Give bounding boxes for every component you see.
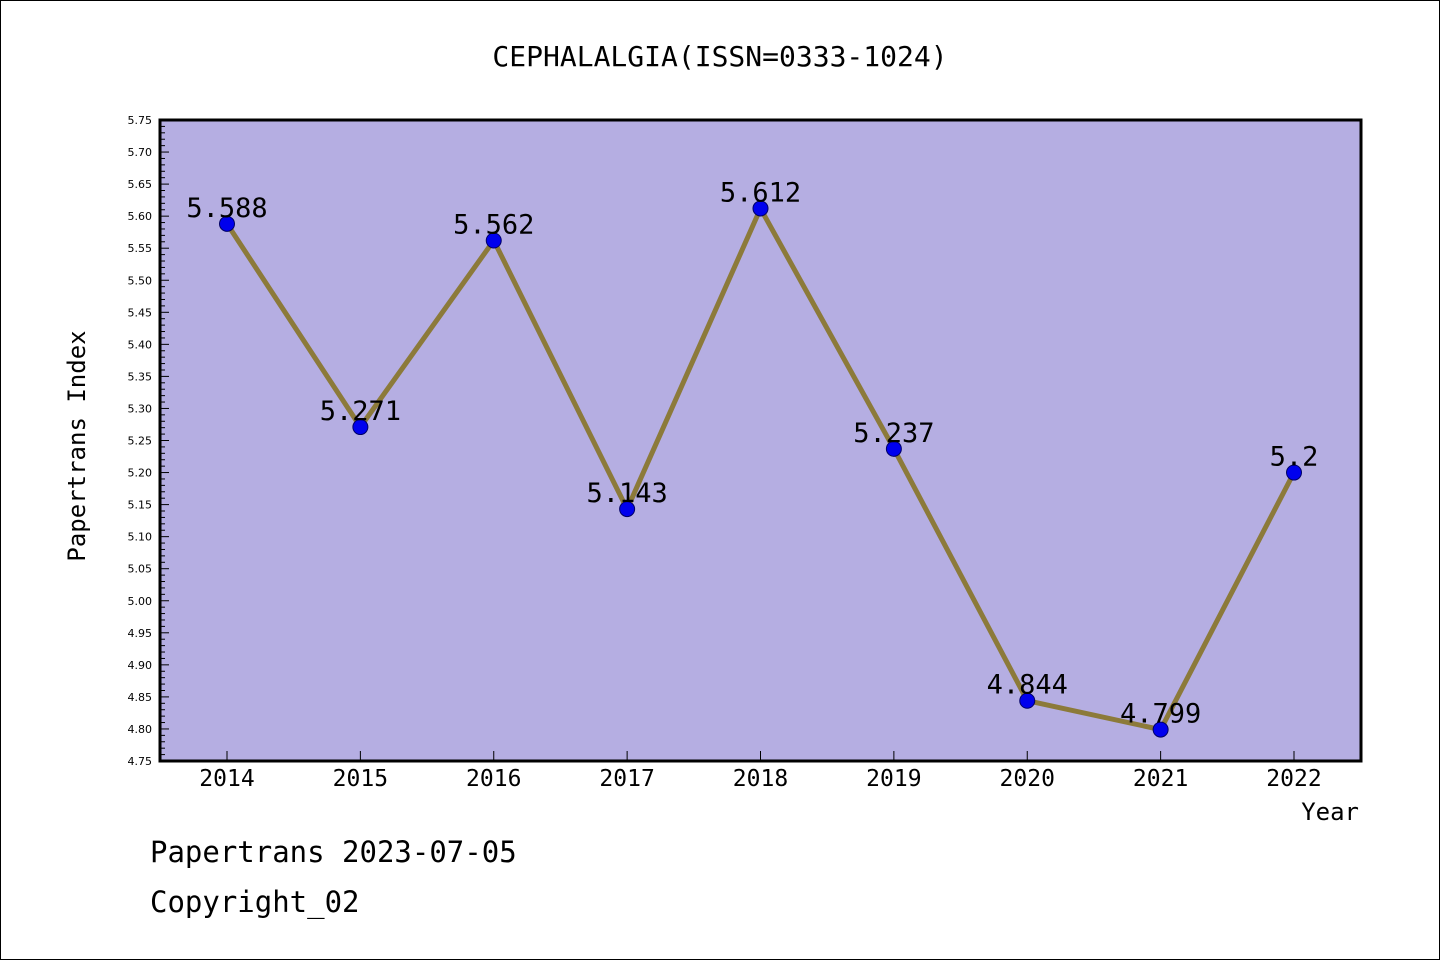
y-tick-label: 5.30 (128, 402, 153, 415)
data-label: 5.271 (320, 396, 401, 427)
y-tick-label: 5.05 (128, 563, 153, 576)
plot-area (160, 120, 1361, 761)
data-point (1152, 721, 1169, 738)
data-label: 5.588 (186, 193, 267, 224)
x-tick-label: 2015 (333, 766, 388, 792)
y-tick-label: 5.65 (128, 178, 153, 191)
x-tick-label: 2018 (733, 766, 788, 792)
x-tick-label: 2021 (1133, 766, 1188, 792)
data-label: 5.2 (1270, 442, 1319, 473)
data-label: 5.143 (586, 478, 667, 509)
y-tick-label: 5.40 (128, 338, 153, 351)
y-tick-label: 5.00 (128, 595, 153, 608)
x-tick-label: 2022 (1266, 766, 1321, 792)
y-tick-label: 5.55 (128, 242, 153, 255)
y-tick-label: 4.95 (128, 627, 153, 640)
data-point (219, 215, 235, 232)
data-label: 5.612 (720, 177, 801, 208)
y-tick-label: 4.85 (128, 691, 153, 704)
y-tick-label: 5.50 (128, 274, 153, 287)
data-point (485, 232, 502, 249)
data-label: 4.844 (987, 670, 1068, 701)
data-label: 5.237 (853, 418, 934, 449)
y-tick-label: 5.45 (128, 306, 153, 319)
x-tick-label: 2016 (466, 766, 521, 792)
footer-copyright: Copyright_02 (150, 885, 360, 919)
y-tick-label: 4.75 (128, 755, 153, 768)
series-papertrans-index: 5.588 5.271 5.562 5.143 5.612 5.237 4.844 4.799… (186, 177, 1319, 738)
y-tick-label: 4.90 (128, 659, 153, 672)
y-tick-label: 5.75 (128, 114, 153, 127)
x-tick-label: 2017 (599, 766, 654, 792)
y-tick-label: 5.70 (128, 146, 153, 159)
data-label: 4.799 (1120, 699, 1201, 730)
y-tick-label: 5.35 (128, 370, 153, 383)
y-axis: 4.75 4.80 4.85 4.90 4.95 5.00 5.05 5.10 5.15 5.20… (128, 114, 169, 768)
data-point (352, 419, 369, 436)
x-axis-label: Year (1301, 798, 1359, 826)
y-tick-label: 5.20 (128, 467, 153, 480)
y-tick-label: 5.60 (128, 210, 153, 223)
y-axis-label: Papertrans Index (63, 330, 91, 561)
data-point (752, 200, 769, 217)
data-point (1019, 692, 1036, 709)
y-tick-label: 5.10 (128, 531, 153, 544)
data-point (619, 501, 636, 518)
x-tick-label: 2020 (1000, 766, 1055, 792)
x-tick-label: 2014 (199, 766, 254, 792)
y-tick-label: 5.25 (128, 435, 153, 448)
footer-date: Papertrans 2023-07-05 (150, 835, 517, 869)
y-tick-label: 5.15 (128, 499, 153, 512)
data-label: 5.562 (453, 210, 534, 241)
plot-border (158, 118, 1363, 763)
y-tick-label: 4.80 (128, 723, 153, 736)
data-point (1286, 464, 1302, 481)
x-tick-label: 2019 (866, 766, 921, 792)
chart-title: CEPHALALGIA(ISSN=0333-1024) (492, 40, 947, 73)
x-axis: 2014 2015 2016 2017 2018 2019 2020 2021 2022 (199, 751, 1322, 792)
data-point (885, 440, 902, 457)
